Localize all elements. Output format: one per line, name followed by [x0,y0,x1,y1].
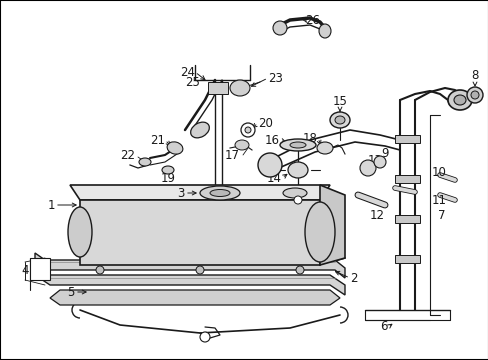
Text: 14: 14 [266,171,282,185]
Text: 23: 23 [267,72,282,85]
Text: 7: 7 [437,208,445,221]
Text: 11: 11 [431,194,446,207]
Ellipse shape [272,21,286,35]
Bar [394,255,419,263]
Ellipse shape [139,158,151,166]
Ellipse shape [235,140,248,150]
Ellipse shape [200,332,209,342]
Ellipse shape [190,122,209,138]
Text: 17: 17 [224,149,240,162]
Ellipse shape [244,127,250,133]
Text: 16: 16 [264,134,280,147]
Text: 21: 21 [150,134,164,147]
Text: 9: 9 [381,147,388,159]
Text: 10: 10 [431,166,446,179]
Ellipse shape [453,95,465,105]
Ellipse shape [283,188,306,198]
Ellipse shape [447,90,471,110]
Text: 19: 19 [160,171,175,185]
Ellipse shape [162,166,174,174]
Polygon shape [70,185,329,200]
Polygon shape [35,253,345,278]
Ellipse shape [229,80,249,96]
Ellipse shape [359,160,375,176]
Ellipse shape [316,142,332,154]
Polygon shape [80,200,319,265]
Text: 26: 26 [305,14,319,27]
Text: 2: 2 [349,271,357,284]
Text: 1: 1 [47,198,55,212]
Text: 12: 12 [369,208,384,221]
Text: 13: 13 [367,153,382,166]
Text: 3: 3 [177,186,184,199]
Text: 18: 18 [303,131,317,144]
Ellipse shape [329,112,349,128]
Text: 4: 4 [21,264,29,276]
Text: 15: 15 [332,95,347,108]
Ellipse shape [295,266,304,274]
Polygon shape [35,265,345,295]
Ellipse shape [209,189,229,197]
Polygon shape [30,258,50,280]
Ellipse shape [305,202,334,262]
Ellipse shape [318,24,330,38]
Ellipse shape [241,123,254,137]
Ellipse shape [200,186,240,200]
Ellipse shape [280,139,315,151]
Ellipse shape [258,153,282,177]
Ellipse shape [96,266,104,274]
Ellipse shape [470,91,478,99]
Ellipse shape [293,196,302,204]
Text: 8: 8 [470,69,478,82]
Text: 22: 22 [120,149,135,162]
Text: 20: 20 [258,117,272,130]
Polygon shape [50,290,339,305]
Bar [394,135,419,143]
Ellipse shape [289,142,305,148]
Text: 25: 25 [185,76,200,89]
Ellipse shape [287,162,307,178]
Bar [394,175,419,183]
Text: 5: 5 [67,285,75,298]
Bar [394,215,419,223]
Polygon shape [319,185,345,265]
Ellipse shape [373,156,385,168]
Ellipse shape [196,266,203,274]
Ellipse shape [466,87,482,103]
Ellipse shape [334,116,345,124]
Ellipse shape [167,142,183,154]
Ellipse shape [68,207,92,257]
Bar [207,82,227,94]
Text: 24: 24 [180,66,195,78]
Text: 6: 6 [380,320,387,333]
